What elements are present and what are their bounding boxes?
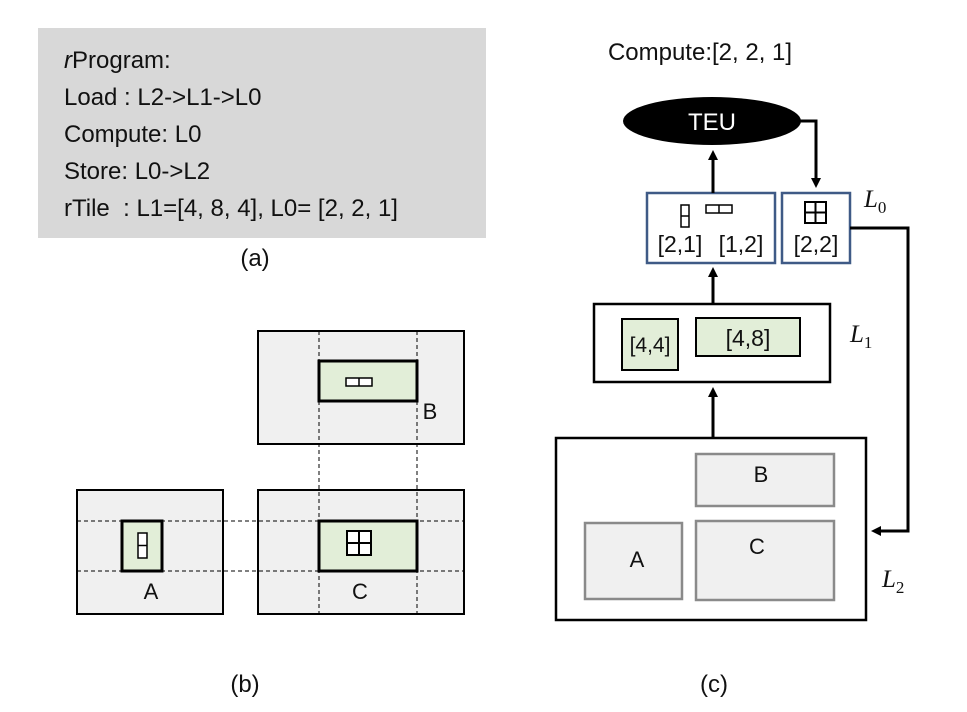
- label-c: C: [352, 579, 368, 604]
- l0-tile-b-label: [1,2]: [719, 231, 764, 257]
- level-l1-label: L1: [849, 321, 872, 352]
- load-line: Load : L2->L1->L0: [64, 84, 262, 111]
- l0-tile-c-label: [2,2]: [794, 231, 839, 257]
- sub-tile-2x2-icon: [347, 531, 371, 555]
- store-line: Store: L0->L2: [64, 158, 210, 185]
- l1-tile-a-label: [4,4]: [630, 334, 671, 357]
- caption-b: (b): [230, 671, 259, 698]
- l0-tile-2x1-icon: [681, 205, 689, 227]
- l2-block-c: [696, 521, 834, 600]
- l0-tile-2x2-icon: [805, 202, 826, 223]
- l0-tile-1x2-icon: [706, 205, 732, 213]
- l2-block-a-label: A: [630, 547, 645, 572]
- l0-tile-a-label: [2,1]: [658, 231, 703, 257]
- teu-label: TEU: [688, 109, 736, 136]
- label-a: A: [144, 579, 159, 604]
- compute-label: Compute:[2, 2, 1]: [608, 39, 792, 66]
- program-title: rProgram:: [64, 47, 171, 74]
- panel-b: B A C (b): [77, 331, 464, 698]
- l1-tile-b-label: [4,8]: [726, 325, 771, 351]
- level-l2-label: L2: [881, 566, 904, 597]
- panel-a: rProgram: Load : L2->L1->L0 Compute: L0 …: [38, 28, 486, 272]
- caption-c: (c): [700, 671, 728, 698]
- label-b: B: [423, 399, 438, 424]
- compute-line: Compute: L0: [64, 121, 201, 148]
- l2-block-b-label: B: [754, 462, 769, 487]
- level-l0-label: L0: [863, 186, 886, 217]
- arrow-teu-to-l0c: [798, 121, 816, 183]
- panel-c: Compute:[2, 2, 1] TEU [2,1] [1,2] [2,2] …: [556, 39, 908, 698]
- rtile-line: rTile : L1=[4, 8, 4], L0= [2, 2, 1]: [64, 195, 398, 222]
- caption-a: (a): [240, 245, 269, 272]
- l2-block-c-label: C: [749, 534, 765, 559]
- sub-tile-1x2-icon: [346, 378, 372, 386]
- sub-tile-2x1-icon: [138, 533, 147, 558]
